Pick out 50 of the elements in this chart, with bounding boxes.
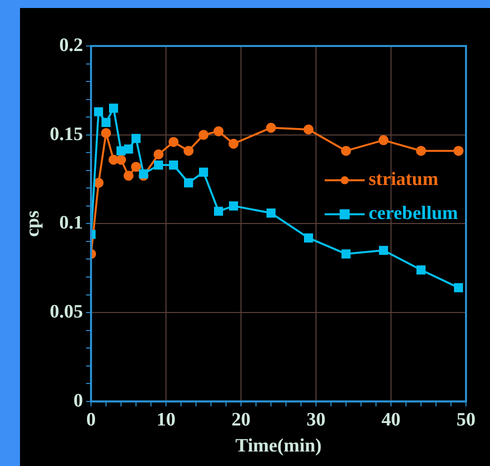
y-axis-title: cps <box>22 210 44 237</box>
point <box>131 162 142 172</box>
point <box>198 130 209 140</box>
point <box>378 246 388 255</box>
x-tick-label: 10 <box>156 410 176 431</box>
point <box>101 128 112 138</box>
point <box>199 168 208 177</box>
point <box>378 135 389 146</box>
point <box>304 124 314 135</box>
point <box>228 138 239 149</box>
point <box>184 146 194 156</box>
point <box>124 144 134 154</box>
point <box>416 146 426 156</box>
legend-label: cerebellum <box>368 203 458 224</box>
point <box>214 126 224 136</box>
point <box>184 178 194 188</box>
point <box>109 104 118 113</box>
point <box>304 233 314 242</box>
point <box>266 208 276 218</box>
point <box>154 149 164 160</box>
point <box>124 170 134 181</box>
point <box>116 154 126 165</box>
x-tick-label: 50 <box>456 410 476 431</box>
point <box>416 265 426 274</box>
point <box>341 249 351 258</box>
point <box>154 160 164 170</box>
legend-label: striatum <box>368 169 438 190</box>
point <box>454 146 464 156</box>
x-tick-label: 30 <box>306 410 326 431</box>
x-tick-label: 20 <box>232 410 251 431</box>
point <box>214 206 224 216</box>
y-tick-label: 0.1 <box>59 212 84 234</box>
y-tick-label: 0.05 <box>50 301 84 322</box>
point <box>168 136 179 147</box>
point <box>454 283 464 292</box>
point <box>102 118 111 127</box>
point <box>228 201 238 210</box>
point <box>94 107 104 116</box>
y-tick-label: 0 <box>74 390 84 412</box>
point <box>139 169 148 178</box>
point <box>266 122 276 133</box>
x-tick-label: 40 <box>382 410 401 431</box>
x-axis-title: Time(min) <box>235 436 322 457</box>
point <box>341 146 352 156</box>
y-tick-label: 0.2 <box>59 34 84 56</box>
point <box>94 178 104 188</box>
point <box>132 134 141 143</box>
point <box>169 160 178 170</box>
point <box>116 146 126 156</box>
y-tick-label: 0.15 <box>50 124 84 145</box>
